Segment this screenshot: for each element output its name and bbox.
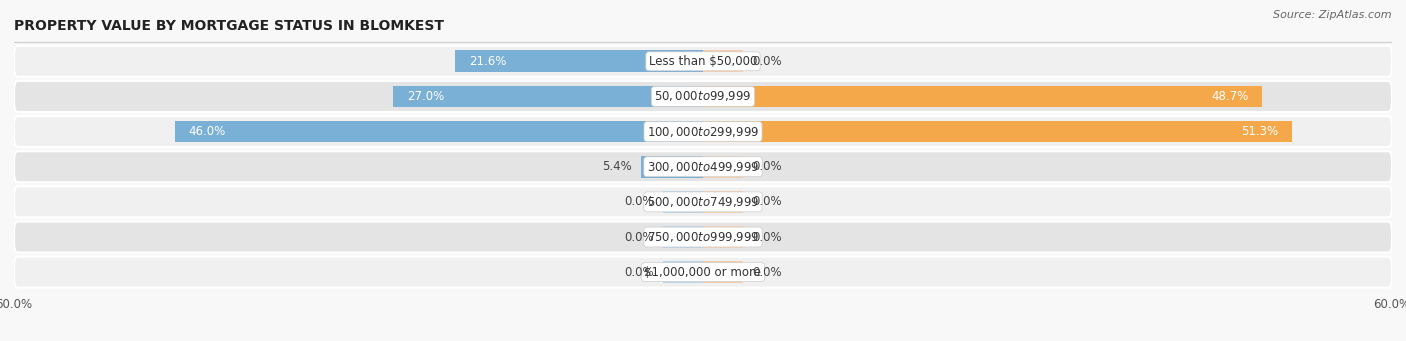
Bar bbox=[456, 50, 703, 72]
Text: 5.4%: 5.4% bbox=[602, 160, 631, 173]
FancyBboxPatch shape bbox=[14, 46, 1392, 77]
Text: $100,000 to $299,999: $100,000 to $299,999 bbox=[647, 124, 759, 138]
Bar bbox=[392, 86, 703, 107]
Bar bbox=[703, 121, 1292, 143]
Bar bbox=[662, 261, 703, 283]
FancyBboxPatch shape bbox=[14, 257, 1392, 288]
Bar bbox=[703, 50, 744, 72]
Text: $50,000 to $99,999: $50,000 to $99,999 bbox=[654, 89, 752, 103]
Bar bbox=[703, 226, 744, 248]
Text: 0.0%: 0.0% bbox=[752, 160, 782, 173]
Text: $300,000 to $499,999: $300,000 to $499,999 bbox=[647, 160, 759, 174]
Text: 0.0%: 0.0% bbox=[624, 266, 654, 279]
Text: PROPERTY VALUE BY MORTGAGE STATUS IN BLOMKEST: PROPERTY VALUE BY MORTGAGE STATUS IN BLO… bbox=[14, 19, 444, 33]
FancyBboxPatch shape bbox=[14, 222, 1392, 252]
Text: 0.0%: 0.0% bbox=[624, 231, 654, 243]
FancyBboxPatch shape bbox=[14, 81, 1392, 112]
Bar bbox=[662, 191, 703, 213]
Text: Less than $50,000: Less than $50,000 bbox=[648, 55, 758, 68]
Text: $500,000 to $749,999: $500,000 to $749,999 bbox=[647, 195, 759, 209]
Bar bbox=[641, 156, 703, 178]
Text: 0.0%: 0.0% bbox=[752, 266, 782, 279]
Text: $1,000,000 or more: $1,000,000 or more bbox=[644, 266, 762, 279]
Text: 21.6%: 21.6% bbox=[468, 55, 506, 68]
Text: 48.7%: 48.7% bbox=[1211, 90, 1249, 103]
Text: 0.0%: 0.0% bbox=[752, 55, 782, 68]
Bar bbox=[703, 156, 744, 178]
FancyBboxPatch shape bbox=[14, 187, 1392, 217]
Text: 51.3%: 51.3% bbox=[1241, 125, 1278, 138]
Bar bbox=[174, 121, 703, 143]
Bar bbox=[703, 86, 1263, 107]
FancyBboxPatch shape bbox=[14, 116, 1392, 147]
Text: 0.0%: 0.0% bbox=[752, 231, 782, 243]
Bar bbox=[703, 191, 744, 213]
Text: 27.0%: 27.0% bbox=[406, 90, 444, 103]
Text: 0.0%: 0.0% bbox=[624, 195, 654, 208]
Text: 46.0%: 46.0% bbox=[188, 125, 226, 138]
Bar bbox=[703, 261, 744, 283]
Text: 0.0%: 0.0% bbox=[752, 195, 782, 208]
Text: $750,000 to $999,999: $750,000 to $999,999 bbox=[647, 230, 759, 244]
Text: Source: ZipAtlas.com: Source: ZipAtlas.com bbox=[1274, 10, 1392, 20]
Bar bbox=[662, 226, 703, 248]
FancyBboxPatch shape bbox=[14, 151, 1392, 182]
